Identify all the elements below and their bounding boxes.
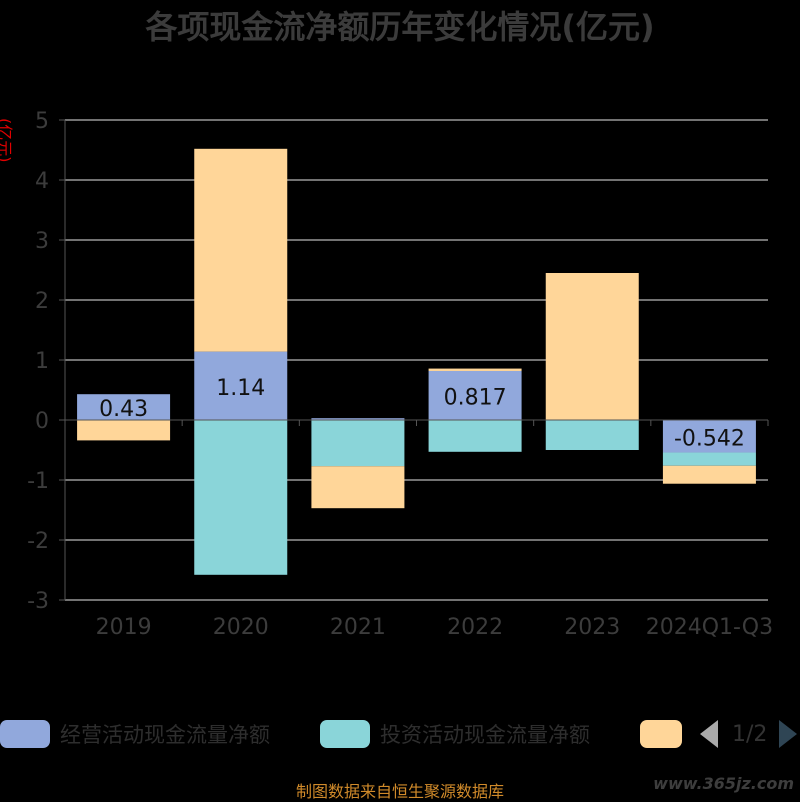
bars [77, 148, 756, 575]
legend: 经营活动现金流量净额 投资活动现金流量净额 1/2 [0, 714, 800, 754]
y-tick-label: 3 [35, 229, 49, 254]
y-tick-label: 5 [35, 109, 49, 134]
data-label: 0.43 [99, 397, 148, 422]
legend-swatch-third [640, 720, 682, 748]
x-tick-label: 2019 [96, 615, 152, 640]
bar-1-2021 [311, 418, 405, 420]
y-tick-label: 1 [35, 349, 49, 374]
data-labels: 0.43 1.14 0.817 -0.542 [99, 376, 745, 451]
data-label: 1.14 [216, 376, 265, 401]
bar-3-2020 [194, 148, 288, 352]
y-tick-label: -2 [27, 529, 49, 554]
bar-2-2020 [194, 420, 288, 575]
pager-next-icon[interactable] [779, 720, 798, 748]
bar-1-2020 [194, 351, 288, 420]
x-tick-label: 2022 [447, 615, 503, 640]
bar-3-2021 [311, 466, 405, 509]
pager-page-indicator: 1/2 [732, 721, 768, 747]
bar-1-2019 [77, 394, 171, 420]
pager-prev-icon[interactable] [700, 720, 718, 748]
x-tick-label: 2020 [213, 615, 269, 640]
bar-2-2021 [311, 420, 405, 467]
bar-2-2023 [545, 420, 639, 450]
legend-item-investing[interactable]: 投资活动现金流量净额 [320, 714, 590, 754]
x-tick-label: 2021 [330, 615, 386, 640]
bar-1-2022 [428, 370, 522, 420]
legend-swatch-operating [0, 720, 50, 748]
legend-item-operating[interactable]: 经营活动现金流量净额 [0, 714, 270, 754]
y-tick-label: 4 [35, 169, 49, 194]
chart-title: 各项现金流净额历年变化情况(亿元) [145, 8, 655, 46]
bar-2-2022 [428, 420, 522, 452]
bar-3-2022 [428, 368, 522, 371]
data-source-note: 制图数据来自恒生聚源数据库 [295, 782, 504, 801]
y-tick-label: -3 [27, 589, 49, 614]
y-tick-label: -1 [27, 469, 49, 494]
legend-pager: 1/2 [700, 714, 798, 754]
legend-item-third[interactable] [640, 714, 682, 754]
y-tick-label: 0 [35, 409, 49, 434]
x-tick-label: 2023 [564, 615, 620, 640]
bar-2-2024Q1-Q3 [662, 452, 756, 466]
legend-swatch-investing [320, 720, 370, 748]
bar-1-2024Q1-Q3 [662, 420, 756, 453]
grid-lines [65, 119, 768, 601]
legend-label-investing: 投资活动现金流量净额 [380, 723, 590, 747]
data-label: 0.817 [444, 385, 507, 410]
bar-3-2023 [545, 273, 639, 420]
x-tick-label: 2024Q1-Q3 [646, 615, 773, 640]
data-label: -0.542 [674, 426, 745, 451]
bar-3-2019 [77, 420, 171, 441]
y-tick-label: 2 [35, 289, 49, 314]
bar-3-2024Q1-Q3 [662, 465, 756, 484]
watermark: www.365jz.com [653, 774, 794, 793]
axes: -3 -2 -1 0 1 2 3 4 5 2019 2020 2021 2022 2023 2024Q1-Q… [27, 109, 773, 640]
legend-label-operating: 经营活动现金流量净额 [60, 723, 270, 747]
